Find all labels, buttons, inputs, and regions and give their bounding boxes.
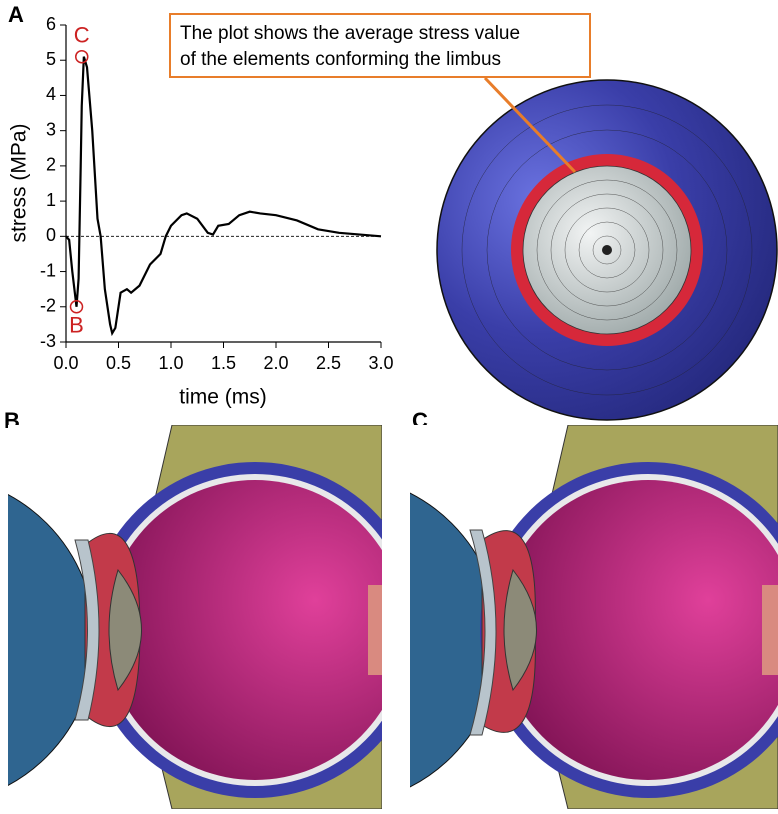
data-line — [65, 56, 382, 337]
annotation-marker — [75, 49, 89, 64]
callout-text: The plot shows the average stress value — [180, 23, 520, 44]
y-tick-label: -2 — [40, 296, 56, 316]
y-tick-label: 1 — [46, 190, 56, 210]
annotation-marker — [69, 300, 84, 314]
y-tick-label: 2 — [46, 155, 56, 175]
y-tick-label: 0 — [46, 225, 56, 245]
x-tick-label: 2.0 — [263, 353, 288, 373]
eye-section — [410, 425, 778, 809]
eye-section — [8, 425, 382, 809]
callout-text: of the elements conforming the limbus — [180, 49, 501, 70]
callout-arrow — [483, 76, 577, 174]
x-tick-label: 1.0 — [158, 353, 183, 373]
eye-sphere — [436, 79, 778, 421]
callout-box — [169, 13, 591, 78]
x-tick-label: 2.5 — [316, 353, 341, 373]
y-tick-label: 3 — [46, 119, 56, 139]
y-tick-label: 4 — [46, 84, 56, 104]
x-axis-label: time (ms) — [179, 386, 267, 409]
panel-label: A — [8, 2, 24, 27]
x-tick-label: 3.0 — [368, 353, 393, 373]
x-tick-label: 1.5 — [211, 353, 236, 373]
x-tick-label: 0.0 — [53, 353, 78, 373]
x-tick-label: 0.5 — [106, 353, 131, 373]
annotation-label: C — [74, 23, 90, 48]
y-axis-label: stress (MPa) — [8, 123, 31, 242]
y-tick-label: 5 — [46, 49, 56, 69]
y-tick-label: -1 — [40, 260, 56, 280]
y-tick-label: 6 — [46, 14, 56, 34]
y-tick-label: -3 — [40, 331, 56, 351]
annotation-label: B — [69, 313, 84, 338]
